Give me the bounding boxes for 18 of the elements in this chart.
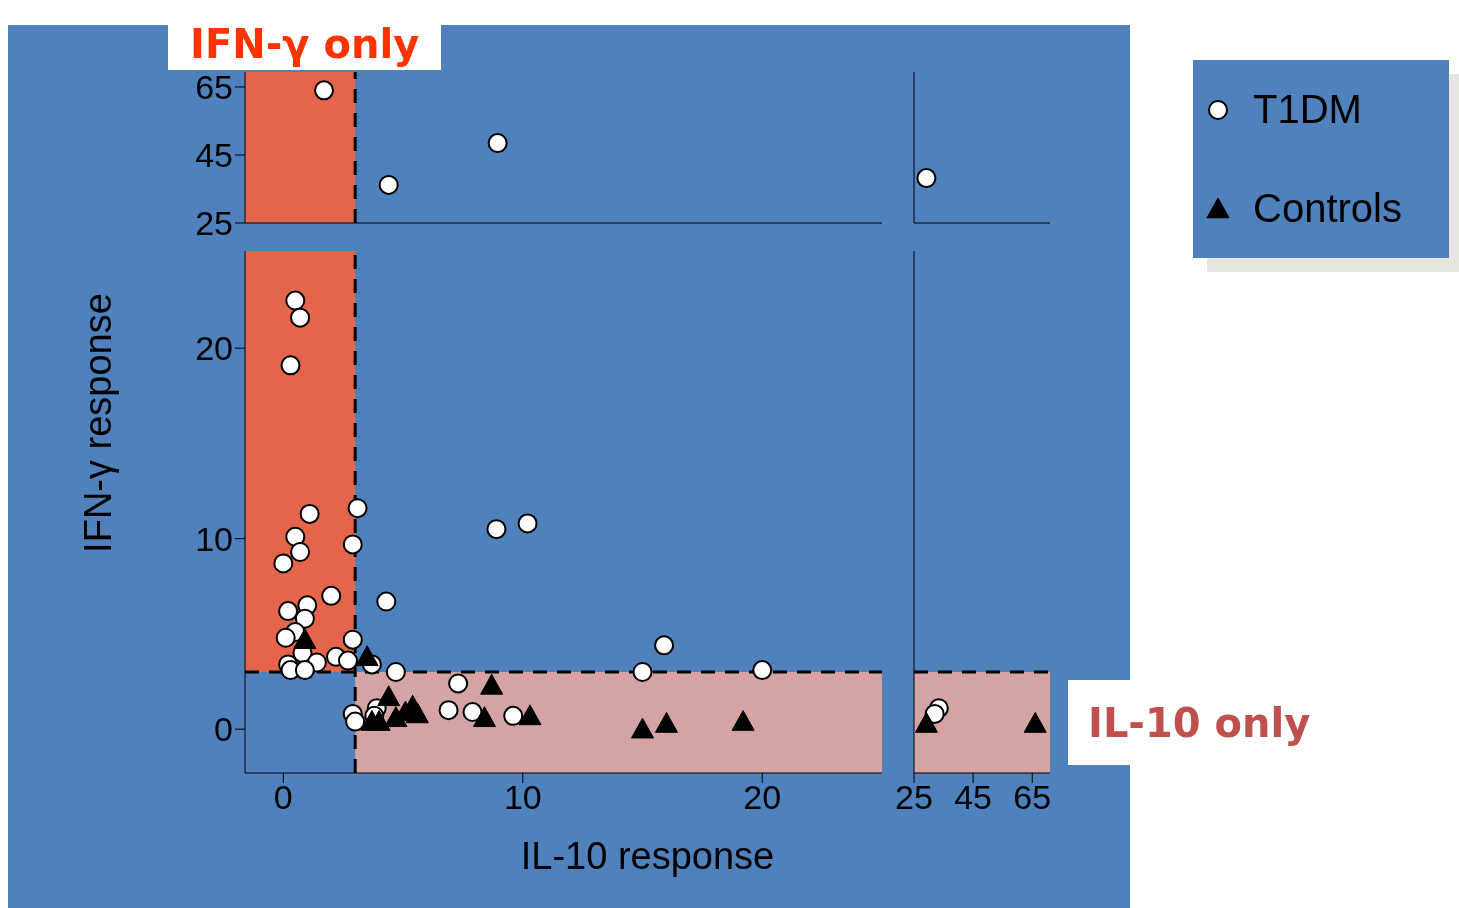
legend-label: T1DM [1253,87,1362,132]
x-tick-label: 25 [895,778,933,817]
legend-label: Controls [1253,186,1402,231]
y-axis-title: IFN-γ response [76,292,120,553]
y-tick-label: 65 [195,68,233,107]
x-axis-title: IL-10 response [519,835,776,878]
y-tick-label: 0 [214,710,233,749]
y-tick-label: 25 [195,204,233,243]
x-tick-label: 45 [954,778,993,817]
band-label: IL-10 only [1068,680,1331,765]
y-tick-label: 20 [195,329,233,368]
x-tick-label: 65 [1013,778,1052,817]
y-tick-label: 45 [195,136,233,175]
x-tick-label: 20 [743,778,782,817]
x-tick-label: 10 [503,778,542,817]
y-tick-label: 10 [195,519,233,558]
x-tick-label: 0 [273,778,293,817]
band-label: IFN-γ only [168,18,442,70]
